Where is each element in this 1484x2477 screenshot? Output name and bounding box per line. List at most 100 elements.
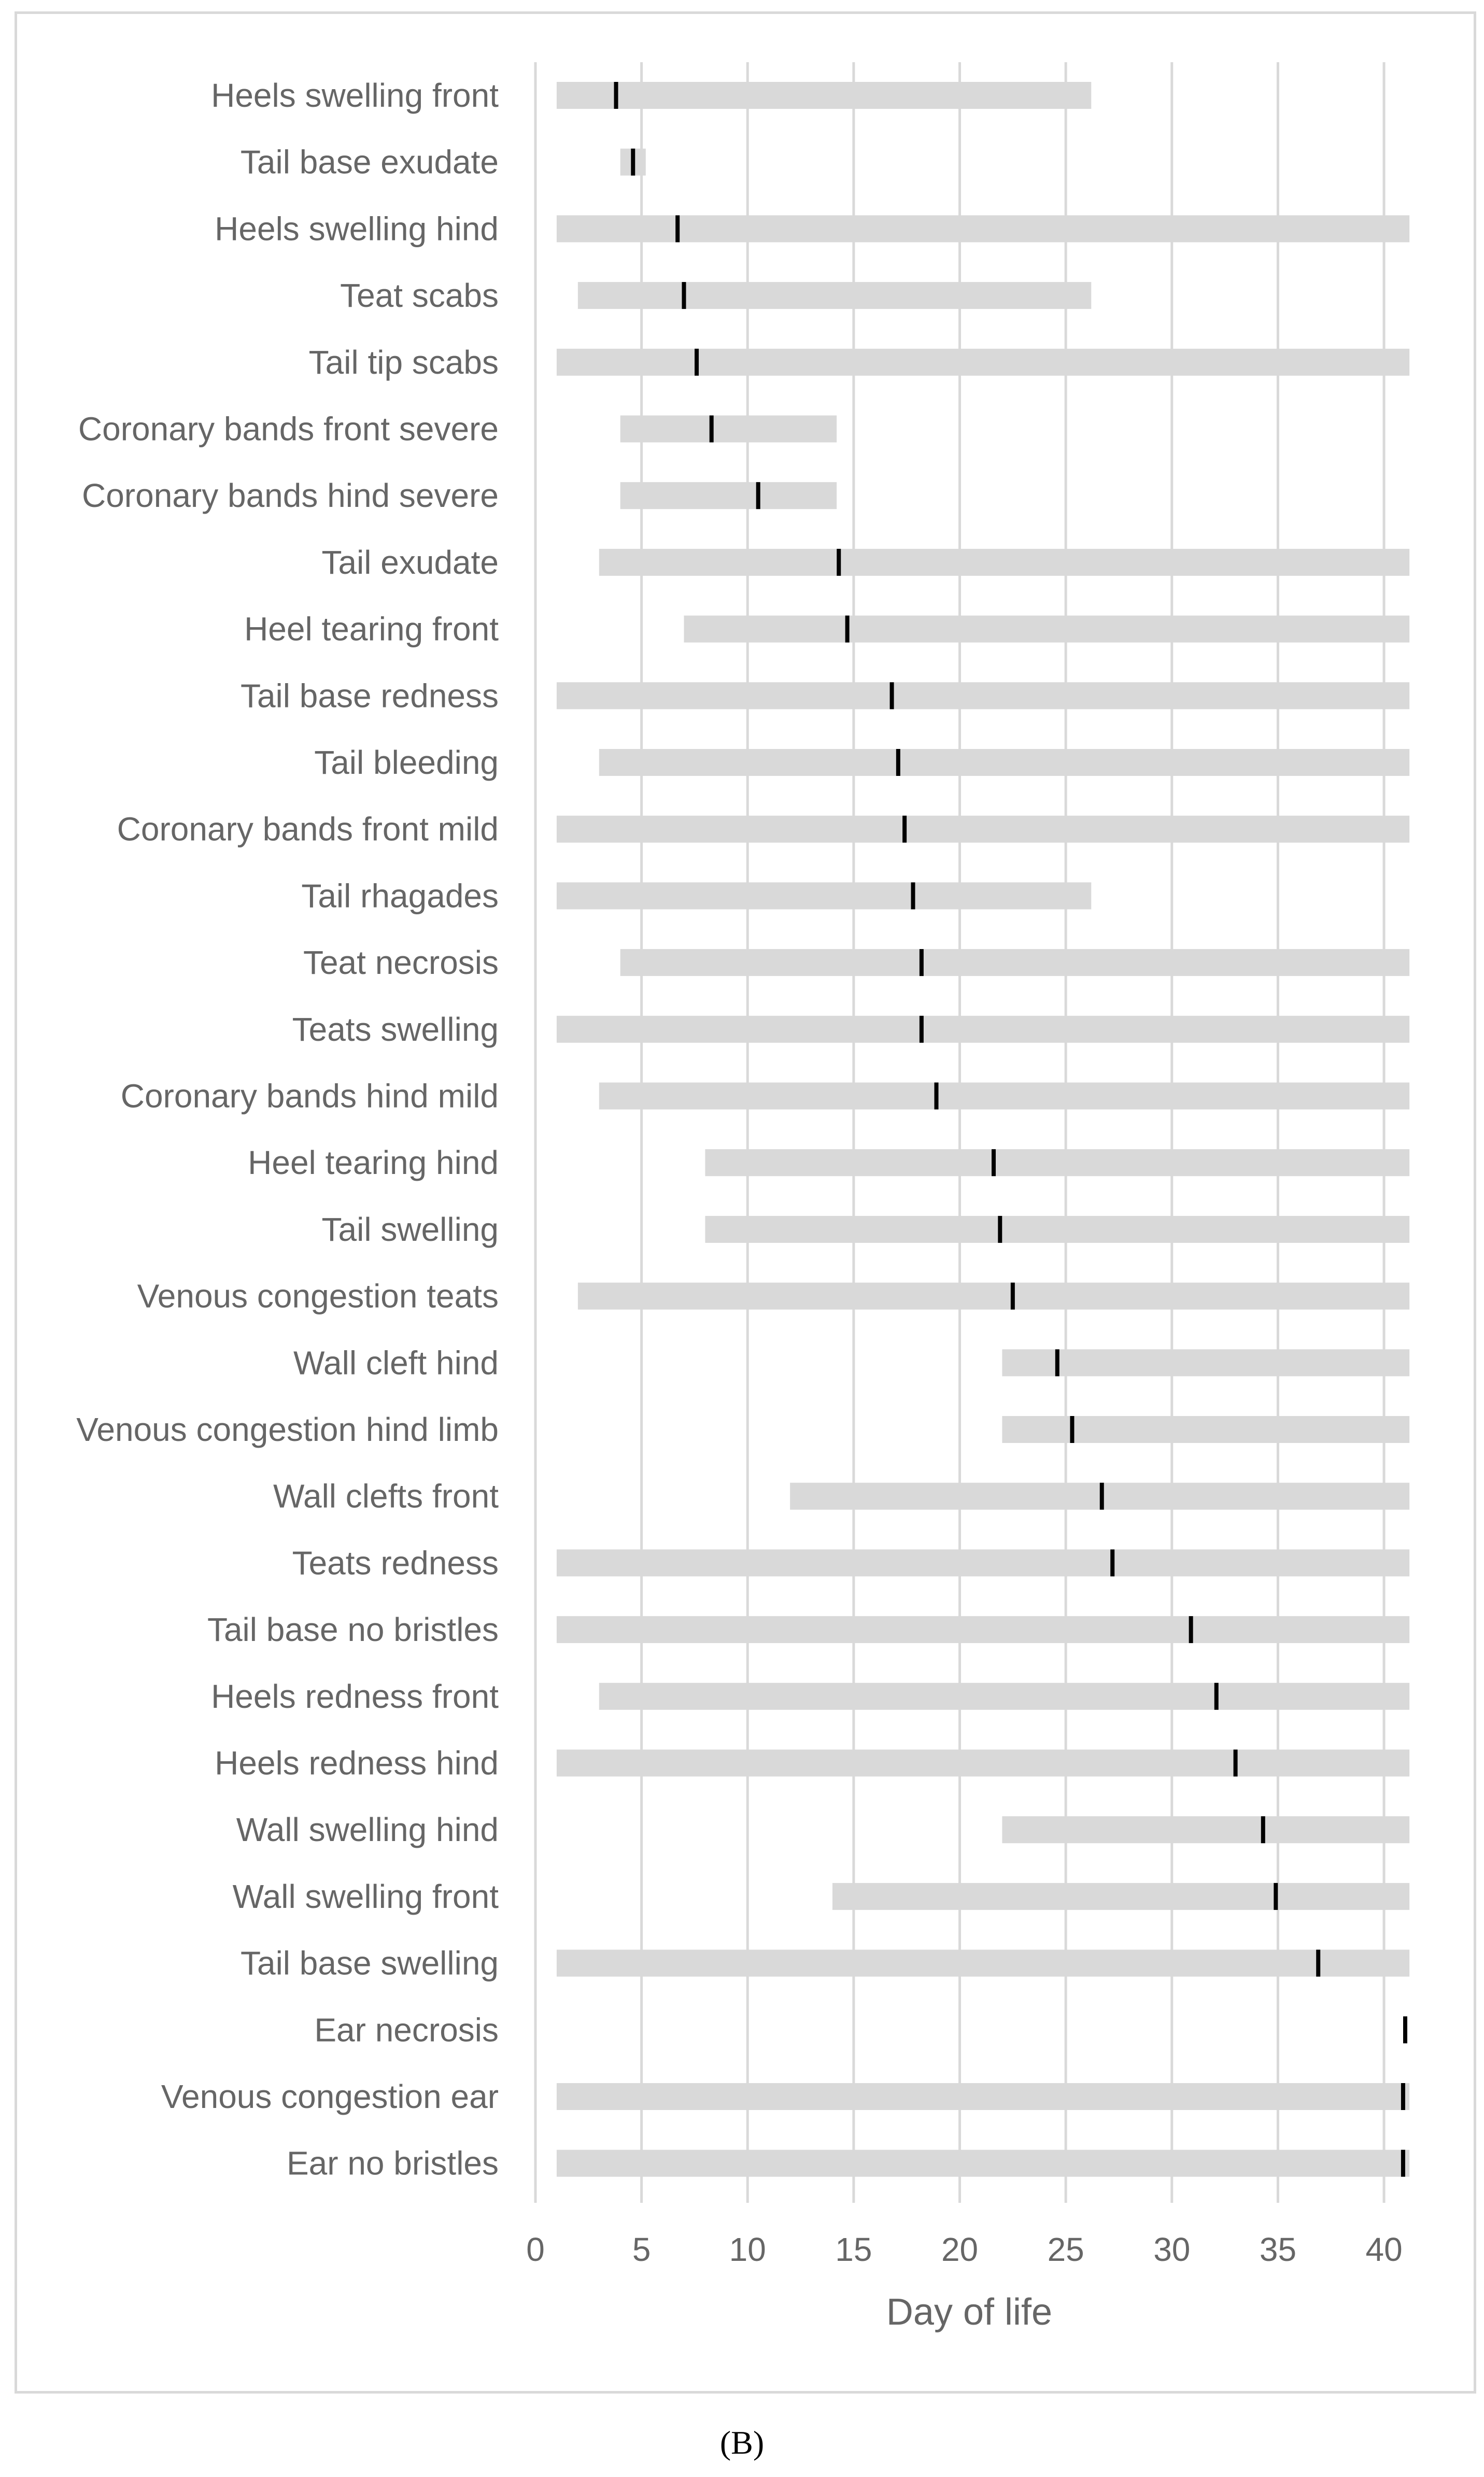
category-label: Coronary bands hind mild	[121, 1078, 499, 1115]
range-bar	[684, 615, 1410, 643]
range-bar	[556, 2149, 1410, 2177]
chart-frame	[15, 11, 1476, 2394]
category-label: Venous congestion teats	[137, 1278, 499, 1315]
median-marker	[998, 1215, 1002, 1243]
median-marker	[934, 1082, 939, 1110]
category-label: Teat scabs	[340, 277, 499, 314]
x-tick-label: 40	[1365, 2231, 1402, 2268]
category-label: Wall clefts front	[273, 1478, 499, 1515]
category-label: Heels swelling front	[211, 77, 499, 114]
x-tick-label: 15	[835, 2231, 872, 2268]
category-label: Tail tip scabs	[309, 344, 499, 381]
category-label: Wall swelling front	[233, 1878, 499, 1915]
range-bar	[1002, 1816, 1410, 1844]
category-label: Tail exudate	[321, 544, 499, 581]
range-bar	[556, 1949, 1410, 1977]
median-marker	[1214, 1682, 1219, 1710]
x-tick-label: 25	[1048, 2231, 1084, 2268]
range-bar	[577, 1282, 1410, 1310]
median-marker	[919, 949, 924, 976]
median-marker	[911, 882, 915, 910]
median-marker	[1403, 2016, 1407, 2044]
range-bar	[620, 949, 1410, 976]
x-tick-label: 30	[1153, 2231, 1190, 2268]
range-bar	[556, 1015, 1410, 1043]
range-bar	[599, 548, 1410, 576]
median-marker	[1070, 1416, 1075, 1443]
median-marker	[1233, 1749, 1238, 1777]
range-bar	[556, 1549, 1410, 1577]
median-marker	[1274, 1882, 1278, 1910]
category-label: Wall cleft hind	[293, 1344, 499, 1381]
range-bar	[556, 682, 1410, 710]
x-tick-label: 35	[1260, 2231, 1296, 2268]
median-marker	[1110, 1549, 1115, 1577]
category-label: Tail bleeding	[314, 744, 499, 781]
x-tick-label: 0	[526, 2231, 545, 2268]
median-marker	[695, 348, 699, 376]
x-tick-labels: 0 5 10 15 20 25 30 35 40	[526, 2231, 1402, 2268]
range-bar	[705, 1215, 1410, 1243]
category-label: Coronary bands front severe	[78, 411, 499, 448]
range-bar	[790, 1482, 1410, 1510]
range-bar	[620, 415, 837, 443]
category-label: Tail rhagades	[301, 877, 499, 914]
category-label: Venous congestion ear	[161, 2078, 499, 2115]
median-marker	[1099, 1482, 1104, 1510]
median-marker	[1261, 1816, 1265, 1844]
category-label: Teats redness	[292, 1544, 499, 1581]
category-label: Heel tearing hind	[248, 1144, 499, 1181]
median-marker	[1316, 1949, 1321, 1977]
category-label: Tail base no bristles	[207, 1611, 499, 1648]
range-bars	[556, 82, 1410, 2177]
category-label: Teat necrosis	[303, 944, 499, 981]
range-bar	[556, 215, 1410, 243]
category-labels: Heels swelling front Tail base exudate Hee…	[76, 77, 499, 2182]
category-label: Tail swelling	[322, 1211, 499, 1248]
median-marker	[675, 215, 680, 243]
median-marker	[1401, 2083, 1405, 2110]
category-label: Ear necrosis	[314, 2011, 499, 2048]
range-bar	[556, 882, 1092, 910]
median-marker	[896, 749, 900, 776]
x-tick-label: 5	[632, 2231, 651, 2268]
range-bar	[1002, 1416, 1410, 1443]
range-bar	[556, 82, 1092, 109]
range-bar	[832, 1882, 1410, 1910]
median-marker	[682, 282, 686, 309]
median-marker	[709, 415, 714, 443]
range-bar	[556, 1749, 1410, 1777]
median-marker	[837, 548, 841, 576]
median-marker	[631, 148, 635, 176]
category-label: Venous congestion hind limb	[76, 1411, 499, 1448]
median-markers	[614, 82, 1407, 2177]
median-marker	[1401, 2149, 1405, 2177]
range-bar	[599, 1082, 1410, 1110]
median-marker	[1055, 1349, 1059, 1377]
category-label: Tail base swelling	[241, 1945, 499, 1982]
category-label: Teats swelling	[292, 1011, 499, 1048]
category-label: Heels swelling hind	[215, 210, 499, 247]
category-label: Heels redness front	[211, 1678, 499, 1715]
range-bar	[1002, 1349, 1410, 1377]
median-marker	[756, 482, 760, 509]
median-marker	[1010, 1282, 1015, 1310]
category-label: Ear no bristles	[287, 2145, 499, 2182]
category-label: Tail base redness	[241, 677, 499, 714]
range-bar	[556, 2083, 1410, 2110]
range-bar	[599, 1682, 1410, 1710]
median-marker	[845, 615, 850, 643]
range-bar	[556, 1616, 1410, 1644]
gridlines	[534, 62, 1386, 2203]
category-label: Heels redness hind	[215, 1745, 499, 1782]
range-bar	[705, 1149, 1410, 1177]
median-marker	[1189, 1616, 1193, 1644]
x-tick-label: 10	[729, 2231, 766, 2268]
range-bar	[599, 749, 1410, 776]
median-marker	[889, 682, 894, 710]
x-axis-title: Day of life	[886, 2291, 1052, 2333]
x-tick-label: 20	[941, 2231, 978, 2268]
range-bar	[620, 482, 837, 509]
category-label: Heel tearing front	[244, 611, 499, 648]
